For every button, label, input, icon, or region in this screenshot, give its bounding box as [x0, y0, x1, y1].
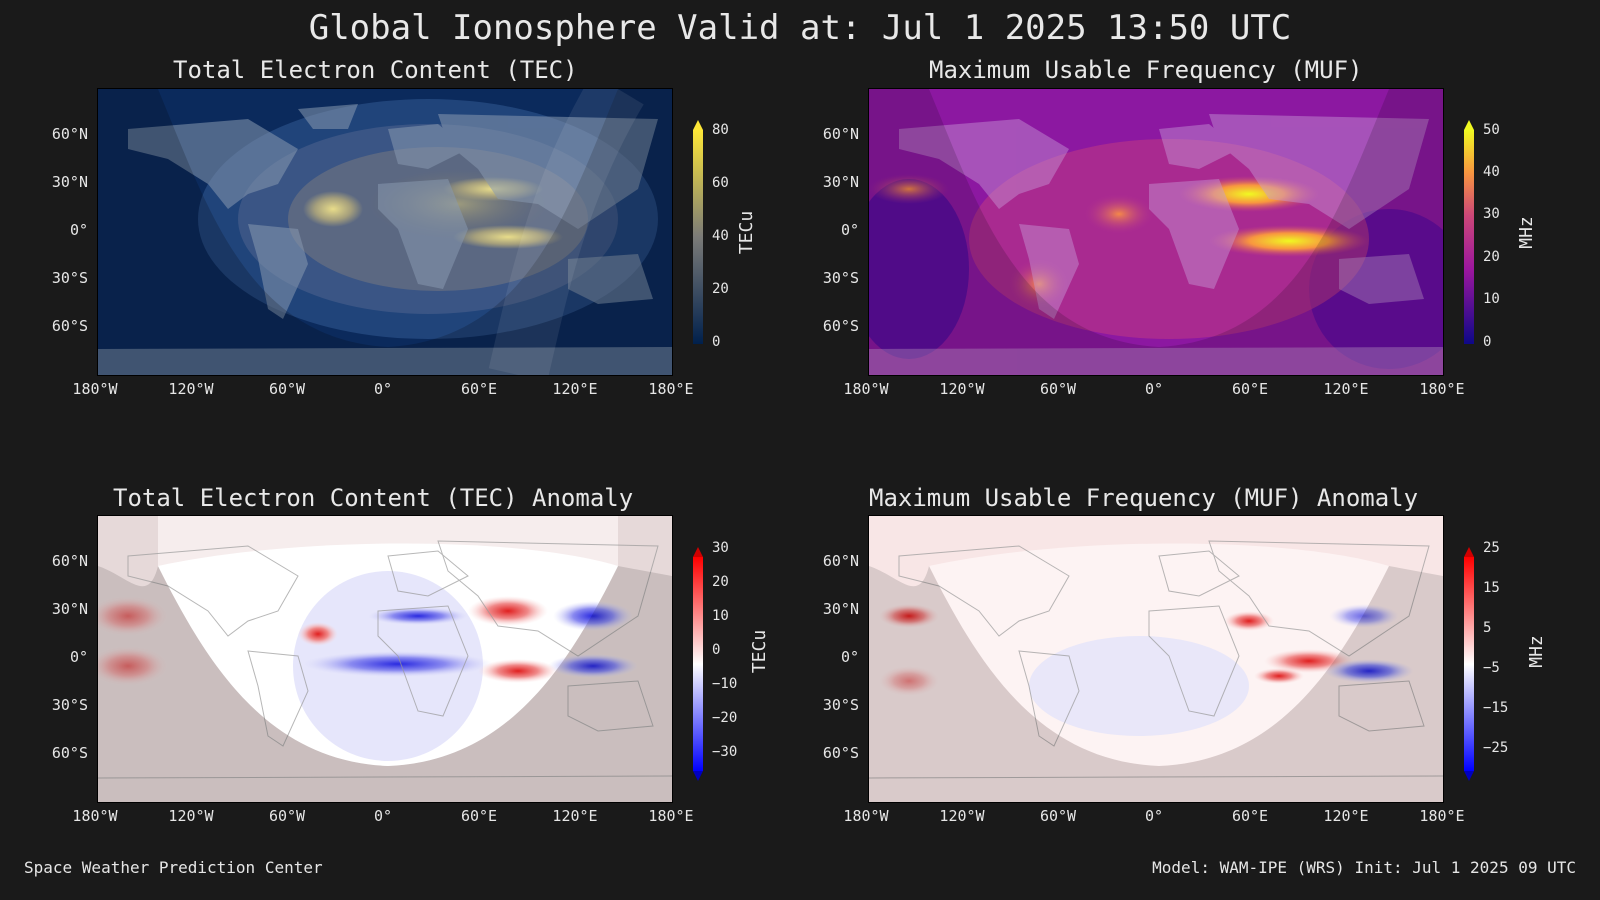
- lon-tick: 60°E: [1231, 807, 1269, 825]
- tec-anomaly-panel: Total Electron Content (TEC) Anomaly: [0, 427, 800, 857]
- lat-tick: 30°N: [822, 600, 859, 618]
- colorbar-tick: 30: [1483, 206, 1500, 222]
- lat-tick: 60°N: [51, 552, 88, 570]
- lon-tick: 120°E: [1323, 380, 1369, 398]
- lon-tick: 180°W: [843, 807, 889, 825]
- lon-tick: 0°: [373, 380, 393, 398]
- colorbar-tick: 40: [712, 228, 729, 244]
- colorbar-tick: 40: [1483, 164, 1500, 180]
- colorbar-unit: TECu: [749, 629, 771, 674]
- tec-map-svg: [98, 89, 672, 375]
- lat-tick: 0°: [69, 221, 88, 239]
- lat-tick: 30°S: [822, 696, 859, 714]
- lon-tick: 0°: [373, 807, 393, 825]
- lon-tick: 60°W: [1039, 380, 1077, 398]
- lon-tick: 60°E: [460, 380, 498, 398]
- colorbar-tick: 0: [1483, 334, 1492, 350]
- lon-tick: 60°E: [460, 807, 498, 825]
- colorbar-tick: −25: [1483, 740, 1509, 756]
- lon-tick: 180°E: [1419, 807, 1465, 825]
- muf-anomaly-panel: Maximum Usable Frequency (MUF) Anomaly: [771, 427, 1571, 857]
- lat-tick: 30°N: [51, 600, 88, 618]
- lon-tick: 120°E: [552, 807, 598, 825]
- lat-tick: 0°: [69, 648, 88, 666]
- colorbar-tick: 50: [1483, 122, 1500, 138]
- muf-panel: Maximum Usable Frequency (MUF): [771, 0, 1571, 430]
- colorbar-tick: −15: [1483, 700, 1509, 716]
- tec-colorbar: [693, 120, 703, 344]
- lon-tick: 180°W: [72, 380, 118, 398]
- lat-tick: 60°N: [822, 125, 859, 143]
- colorbar-tick: −20: [712, 710, 738, 726]
- colorbar-unit: MHz: [1515, 216, 1537, 249]
- lon-tick: 0°: [1144, 807, 1164, 825]
- colorbar-tick: −30: [712, 744, 738, 760]
- colorbar-tick: 10: [712, 608, 729, 624]
- colorbar-tick: −5: [1483, 660, 1500, 676]
- tec-anomaly-map[interactable]: [97, 515, 673, 803]
- tec-panel: Total Electron Content (TEC): [0, 0, 800, 430]
- lat-tick: 0°: [840, 648, 859, 666]
- lat-tick: 60°S: [51, 744, 88, 762]
- lat-tick: 30°N: [51, 173, 88, 191]
- lat-tick: 60°N: [51, 125, 88, 143]
- tec-anomaly-map-svg: [98, 516, 672, 802]
- colorbar-tick: 0: [712, 642, 721, 658]
- lat-tick: 60°S: [822, 744, 859, 762]
- colorbar-tick: 25: [1483, 540, 1500, 556]
- colorbar-tick: 60: [712, 175, 729, 191]
- colorbar-unit: TECu: [736, 210, 758, 255]
- colorbar-tick: 20: [712, 574, 729, 590]
- muf-colorbar: [1464, 120, 1474, 344]
- lon-tick: 60°W: [268, 807, 306, 825]
- lat-tick: 0°: [840, 221, 859, 239]
- lon-tick: 180°E: [648, 380, 694, 398]
- lon-tick: 120°E: [552, 380, 598, 398]
- colorbar-unit: MHz: [1525, 635, 1547, 668]
- lon-tick: 120°E: [1323, 807, 1369, 825]
- colorbar-tick: 20: [1483, 249, 1500, 265]
- lon-tick: 120°W: [168, 807, 214, 825]
- colorbar-tick: 15: [1483, 580, 1500, 596]
- colorbar-tick: −10: [712, 676, 738, 692]
- muf-anomaly-map-svg: [869, 516, 1443, 802]
- footer-model-info: Model: WAM-IPE (WRS) Init: Jul 1 2025 09…: [1152, 858, 1576, 877]
- panel-title: Total Electron Content (TEC): [173, 56, 578, 84]
- lat-tick: 30°S: [51, 696, 88, 714]
- footer-org: Space Weather Prediction Center: [24, 858, 323, 877]
- lat-tick: 60°S: [51, 317, 88, 335]
- colorbar-tick: 80: [712, 122, 729, 138]
- lat-tick: 30°S: [51, 269, 88, 287]
- lat-tick: 30°N: [822, 173, 859, 191]
- lon-tick: 120°W: [168, 380, 214, 398]
- panel-title: Maximum Usable Frequency (MUF) Anomaly: [869, 484, 1419, 512]
- tec-anomaly-colorbar: [693, 547, 703, 781]
- muf-anomaly-colorbar: [1464, 547, 1474, 781]
- lat-tick: 30°S: [822, 269, 859, 287]
- lon-tick: 60°W: [268, 380, 306, 398]
- muf-map-svg: [869, 89, 1443, 375]
- lon-tick: 60°W: [1039, 807, 1077, 825]
- tec-map[interactable]: [97, 88, 673, 376]
- muf-anomaly-map[interactable]: [868, 515, 1444, 803]
- colorbar-tick: 30: [712, 540, 729, 556]
- lat-tick: 60°N: [822, 552, 859, 570]
- page-title: Global Ionosphere Valid at: Jul 1 2025 1…: [308, 8, 1292, 48]
- lon-tick: 180°E: [1419, 380, 1465, 398]
- lon-tick: 60°E: [1231, 380, 1269, 398]
- lon-tick: 120°W: [939, 380, 985, 398]
- colorbar-tick: 20: [712, 281, 729, 297]
- colorbar-tick: 5: [1483, 620, 1492, 636]
- lon-tick: 180°W: [72, 807, 118, 825]
- panel-title: Maximum Usable Frequency (MUF): [929, 56, 1363, 84]
- muf-map[interactable]: [868, 88, 1444, 376]
- panel-title: Total Electron Content (TEC) Anomaly: [113, 484, 634, 512]
- lon-tick: 0°: [1144, 380, 1164, 398]
- lat-tick: 60°S: [822, 317, 859, 335]
- colorbar-tick: 0: [712, 334, 721, 350]
- lon-tick: 180°W: [843, 380, 889, 398]
- lon-tick: 120°W: [939, 807, 985, 825]
- colorbar-tick: 10: [1483, 291, 1500, 307]
- lon-tick: 180°E: [648, 807, 694, 825]
